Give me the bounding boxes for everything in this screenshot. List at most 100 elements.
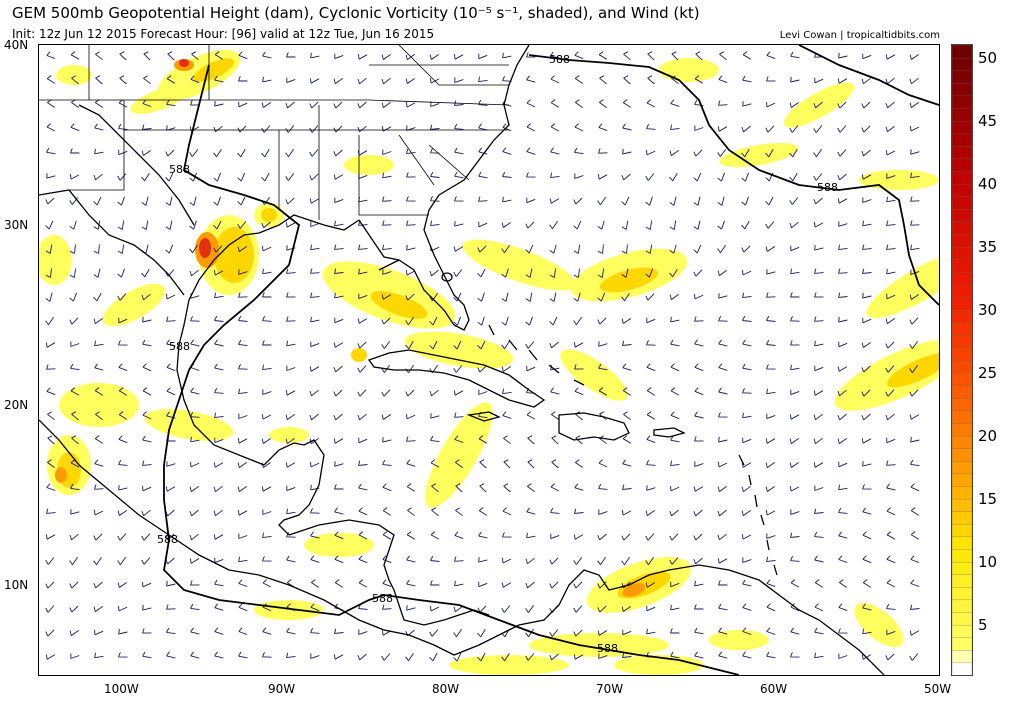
wind-barb — [238, 413, 248, 419]
wind-barb — [670, 387, 680, 396]
wind-barb — [862, 603, 872, 611]
wind-barb — [430, 555, 440, 562]
wind-barb — [406, 483, 416, 492]
wind-barb — [358, 437, 368, 444]
wind-barb — [862, 507, 872, 515]
wind-barb — [118, 605, 128, 612]
wind-barb — [790, 340, 800, 346]
wind-barb — [549, 244, 557, 254]
colorbar-label: 10 — [978, 553, 998, 571]
wind-barb — [814, 531, 824, 538]
wind-barb — [142, 339, 152, 347]
wind-barb — [814, 603, 824, 612]
wind-barb — [142, 605, 152, 611]
wind-barb — [70, 174, 80, 180]
wind-barb — [69, 581, 79, 589]
wind-barb — [525, 581, 535, 589]
wind-barb — [718, 580, 728, 586]
wind-barb — [550, 75, 560, 84]
wind-barb — [47, 99, 55, 108]
wind-barb — [142, 124, 152, 130]
wind-barb — [262, 532, 272, 539]
wind-barb — [693, 557, 703, 565]
wind-barb — [645, 196, 653, 206]
colorbar — [951, 44, 973, 676]
colorbar-swatch — [952, 511, 972, 525]
wind-barb — [69, 557, 78, 565]
colorbar-swatch — [952, 196, 972, 210]
wind-barb — [886, 460, 896, 466]
wind-barb — [166, 293, 176, 300]
wind-barb — [333, 149, 343, 157]
wind-barb — [453, 365, 463, 373]
wind-barb — [550, 99, 560, 108]
wind-barb — [117, 510, 127, 516]
wind-barb — [189, 533, 199, 541]
colorbar-label: 45 — [978, 112, 998, 130]
wind-barb — [885, 318, 895, 324]
contour-label-588: 588 — [372, 592, 393, 605]
wind-barb — [238, 315, 248, 322]
wind-barb — [166, 387, 176, 396]
wind-barb — [766, 556, 776, 563]
wind-barb — [454, 556, 464, 562]
wind-barb — [118, 459, 128, 466]
wind-barb — [118, 628, 128, 635]
wind-barb — [838, 268, 848, 274]
wind-barb — [742, 557, 752, 563]
wind-barb — [813, 197, 823, 205]
wind-barb — [117, 293, 127, 301]
colorbar-swatch — [952, 246, 972, 260]
wind-barb — [405, 293, 415, 301]
wind-barb — [885, 365, 895, 373]
wind-barb — [789, 438, 799, 444]
wind-barb — [646, 605, 656, 612]
wind-barb — [214, 627, 224, 635]
colorbar-swatch — [952, 284, 972, 298]
contour-labels: 588 588 588 588 588 588 588 — [157, 53, 838, 655]
wind-barb — [357, 125, 367, 133]
wind-barb — [717, 196, 725, 206]
colorbar-swatch — [952, 271, 972, 286]
wind-barb — [573, 244, 581, 254]
wind-barb — [454, 123, 464, 130]
wind-barb — [430, 435, 440, 443]
height-contours — [163, 45, 939, 675]
wind-barb — [814, 316, 824, 322]
wind-barb — [453, 246, 464, 252]
wind-barb — [334, 628, 344, 634]
wind-barb — [47, 459, 55, 468]
colorbar-label: 25 — [978, 364, 998, 382]
wind-barb — [166, 316, 176, 322]
lon-label: 80W — [432, 682, 460, 696]
wind-barb — [501, 605, 511, 613]
wind-barb — [501, 316, 509, 326]
wind-barb — [669, 268, 678, 278]
wind-barb — [527, 459, 535, 469]
wind-barb — [357, 389, 367, 397]
wind-barb — [406, 220, 416, 226]
wind-barb — [742, 269, 752, 276]
colorbar-swatch — [952, 523, 972, 538]
wind-barb — [550, 507, 560, 514]
wind-barb — [862, 220, 872, 227]
wind-barb — [790, 292, 800, 298]
wind-barb — [886, 579, 896, 588]
wind-barb — [309, 198, 320, 204]
wind-barb — [622, 459, 632, 467]
wind-barb — [622, 652, 632, 658]
wind-barb — [237, 221, 247, 229]
wind-barb — [573, 197, 583, 205]
wind-barb — [646, 485, 656, 491]
wind-barb — [717, 126, 728, 132]
wind-barb — [238, 651, 248, 659]
wind-barb — [790, 245, 800, 252]
wind-barb — [406, 436, 416, 442]
wind-barb — [741, 510, 751, 516]
wind-barb — [286, 532, 296, 538]
wind-barb — [670, 651, 680, 659]
wind-barb — [526, 123, 536, 132]
wind-barb — [478, 171, 488, 179]
wind-barb — [693, 220, 701, 230]
wind-barb — [141, 196, 149, 206]
